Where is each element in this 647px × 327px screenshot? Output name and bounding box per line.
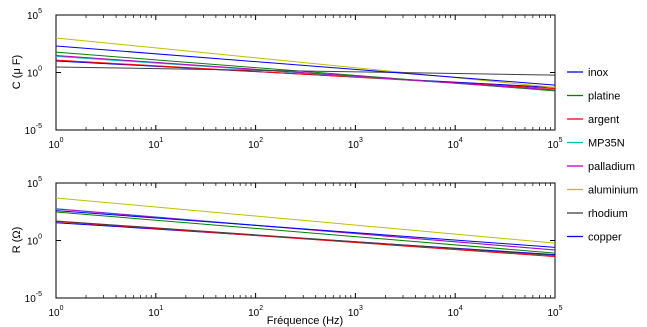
series-line-c-copper: [55, 45, 556, 86]
y-tick-label-r-2: 105: [27, 176, 42, 190]
x-tick-label-c-0: 100: [48, 137, 63, 151]
series-line-r-rhodium: [55, 220, 556, 256]
series-line-r-argent: [55, 221, 556, 258]
x-tick-label-c-1: 101: [148, 137, 163, 151]
plot-area-r: [55, 182, 556, 299]
series-line-c-palladium: [55, 55, 556, 91]
y-tick-label-r-0: 10-5: [25, 291, 42, 305]
ylabel-r: R (Ω): [11, 227, 23, 254]
series-line-c-rhodium: [55, 66, 556, 76]
legend-label-MP35N: MP35N: [588, 138, 625, 150]
series-line-c-aluminium: [55, 37, 556, 88]
x-tick-label-c-5: 105: [547, 137, 562, 151]
x-tick-label-r-1: 101: [148, 305, 163, 319]
y-tick-label-c-1: 100: [27, 66, 42, 80]
xlabel: Fréquence (Hz): [267, 315, 343, 327]
x-tick-label-r-0: 100: [48, 305, 63, 319]
series-line-r-aluminium: [55, 197, 556, 244]
series-r: [55, 197, 556, 258]
series-line-r-copper: [55, 210, 556, 248]
legend-label-aluminium: aluminium: [588, 185, 638, 197]
series-c: [55, 37, 556, 92]
y-tick-label-c-0: 10-5: [25, 123, 42, 137]
x-tick-label-r-2: 102: [248, 305, 263, 319]
x-tick-label-r-5: 105: [547, 305, 562, 319]
legend-label-argent: argent: [588, 114, 619, 126]
x-tick-label-c-3: 103: [348, 137, 363, 151]
legend-label-palladium: palladium: [588, 161, 635, 173]
y-tick-label-c-2: 105: [27, 8, 42, 22]
x-tick-label-r-3: 103: [348, 305, 363, 319]
subplot-c: 100 101 102 103 104 105 10-5 100 105 C (μ F): [11, 8, 563, 151]
legend-label-inox: inox: [588, 67, 609, 79]
y-tick-label-r-1: 100: [27, 234, 42, 248]
subplot-r: 100 101 102 103 104 105 10-5 100 105 R (Ω): [11, 176, 563, 319]
ylabel-c: C (μ F): [11, 55, 23, 89]
series-line-r-platine: [55, 211, 556, 254]
legend: inox platine argent MP35N palladium aluminium…: [567, 67, 638, 244]
x-tick-label-c-4: 104: [448, 137, 463, 151]
x-tick-label-c-2: 102: [248, 137, 263, 151]
x-tick-label-r-4: 104: [448, 305, 463, 319]
legend-label-rhodium: rhodium: [588, 208, 628, 220]
legend-label-platine: platine: [588, 91, 620, 103]
legend-label-copper: copper: [588, 232, 622, 244]
